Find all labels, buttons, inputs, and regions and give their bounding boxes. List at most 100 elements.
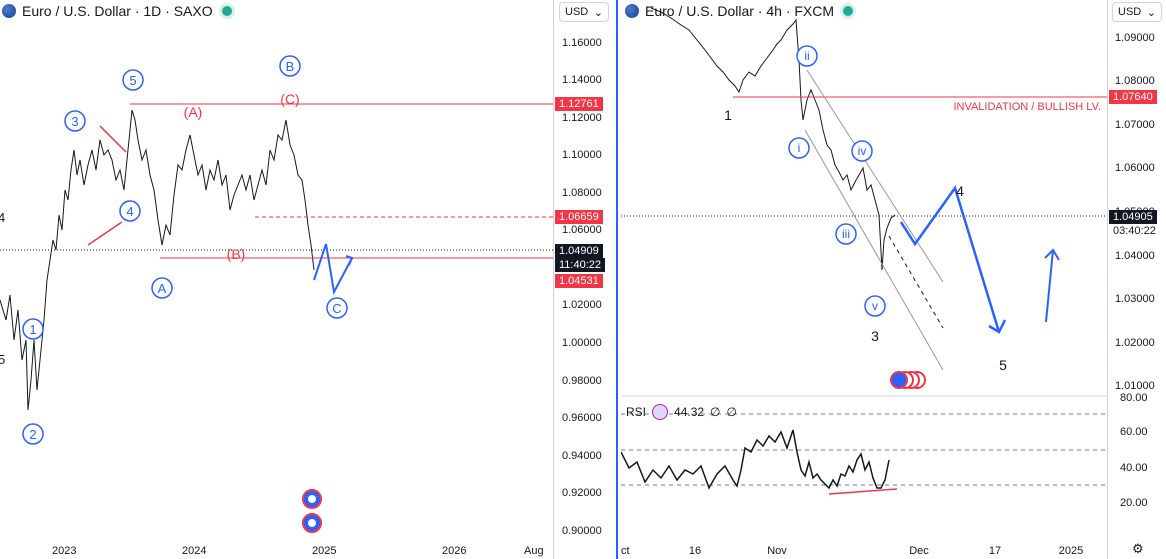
market-status-icon <box>218 3 235 19</box>
left-price-tag: 1.04531 <box>555 274 603 288</box>
wave-5-label: 5 <box>122 69 144 91</box>
right-y-tick: 1.01000 <box>1115 380 1155 392</box>
left-price-series <box>0 109 315 411</box>
svg-text:B: B <box>286 59 295 74</box>
right-y-tick: 1.02000 <box>1115 337 1155 349</box>
right-countdown-tag: 03:40:22 <box>1109 224 1160 238</box>
left-last-price-tag: 1.04909 <box>555 244 603 258</box>
rsi-extra-2: ∅ <box>726 405 737 419</box>
invalidation-label: INVALIDATION / BULLISH LV. <box>953 101 1101 113</box>
left-chart-header: Euro / U.S. Dollar · 1D · SAXO <box>2 2 235 20</box>
event-icon[interactable] <box>302 489 322 509</box>
left-chart-canvas[interactable]: 1 2 3 4 5 A B C (A) ( <box>0 0 553 559</box>
svg-text:2: 2 <box>29 427 36 442</box>
wave-v-label: v <box>864 295 886 317</box>
left-y-tick: 0.94000 <box>562 450 602 462</box>
chevron-down-icon: ⌄ <box>593 6 603 19</box>
wave-red-B-label: (B) <box>227 246 246 262</box>
left-countdown-tag: 11:40:22 <box>555 258 606 272</box>
wave-red-A-label: (A) <box>184 104 203 120</box>
rsi-y-tick: 60.00 <box>1120 426 1148 438</box>
right-chart-canvas[interactable]: INVALIDATION / BULLISH LV. 1 3 4 5 i ii … <box>621 0 1107 559</box>
rsi-y-tick: 80.00 <box>1120 392 1148 404</box>
wave-C-label: C <box>326 297 348 319</box>
left-x-tick: 2023 <box>52 545 77 557</box>
right-chart-title: Euro / U.S. Dollar · 4h · FXCM <box>645 3 835 19</box>
left-currency-select[interactable]: USD ⌄ <box>559 2 609 22</box>
left-x-tick: 2026 <box>442 545 467 557</box>
right-y-tick: 1.04000 <box>1115 250 1155 262</box>
svg-text:iii: iii <box>842 227 850 241</box>
wave-3-label: 3 <box>871 328 879 344</box>
right-price-series <box>650 7 896 271</box>
eurusd-flag-icon <box>625 4 639 18</box>
right-x-tick: 2025 <box>1059 545 1083 557</box>
wave-1-label: 1 <box>22 318 44 340</box>
right-currency-select[interactable]: USD ⌄ <box>1112 2 1162 22</box>
svg-text:3: 3 <box>71 114 78 129</box>
rsi-extra-1: ∅ <box>710 405 721 419</box>
svg-text:5: 5 <box>129 73 136 88</box>
settings-gear-icon[interactable]: ⚙ <box>1132 541 1144 556</box>
right-y-tick: 1.07000 <box>1115 119 1155 131</box>
left-y-tick: 1.02000 <box>562 299 602 311</box>
right-y-tick: 1.06000 <box>1115 162 1155 174</box>
left-price-scale[interactable]: USD ⌄ 1.16000 1.14000 1.12000 1.10000 1.… <box>553 0 617 559</box>
svg-text:1: 1 <box>29 322 36 337</box>
right-x-tick: ct <box>621 545 630 557</box>
rsi-y-tick: 20.00 <box>1120 497 1148 509</box>
right-x-tick: 16 <box>689 545 701 557</box>
wave-iii-label: iii <box>835 223 857 245</box>
right-x-tick: Dec <box>909 545 929 557</box>
rsi-legend[interactable]: RSI 44.32 ∅ ∅ <box>626 404 737 420</box>
left-y-tick: 1.16000 <box>562 37 602 49</box>
right-price-tag: 1.07640 <box>1109 90 1157 104</box>
svg-text:A: A <box>158 281 167 296</box>
left-y-tick: 1.12000 <box>562 112 602 124</box>
right-chart-header: Euro / U.S. Dollar · 4h · FXCM <box>625 2 857 20</box>
wave-red-C-label: (C) <box>280 91 299 107</box>
wave-ii-label: ii <box>796 45 818 67</box>
left-y-tick: 0.92000 <box>562 487 602 499</box>
edge-wave-5-label: 5 <box>0 352 5 367</box>
rsi-name: RSI <box>626 405 647 419</box>
svg-text:i: i <box>798 141 801 155</box>
wave-B-label: B <box>279 55 301 77</box>
left-y-tick: 1.08000 <box>562 187 602 199</box>
event-icon[interactable] <box>302 513 322 533</box>
right-price-scale[interactable]: USD ⌄ 1.09000 1.08000 1.07000 1.06000 1.… <box>1107 0 1166 559</box>
left-y-tick: 0.98000 <box>562 375 602 387</box>
left-y-tick: 1.00000 <box>562 337 602 349</box>
wave-4-label: 4 <box>956 183 964 199</box>
svg-text:iv: iv <box>858 144 867 158</box>
edge-wave-4-label: 4 <box>0 210 5 225</box>
wave-1-label: 1 <box>724 107 732 123</box>
wave-5-label: 5 <box>999 357 1007 373</box>
left-x-tick: 2025 <box>312 545 337 557</box>
pane-divider[interactable] <box>616 0 621 559</box>
rsi-series <box>621 429 890 490</box>
indicator-settings-icon[interactable] <box>652 404 669 420</box>
right-x-tick: Nov <box>767 545 787 557</box>
market-status-icon <box>840 3 857 19</box>
wave-4-label: 4 <box>119 200 141 222</box>
left-y-tick: 0.90000 <box>562 525 602 537</box>
wave-iv-label: iv <box>851 140 873 162</box>
left-y-tick: 1.06000 <box>562 224 602 236</box>
right-chart-pane[interactable]: Euro / U.S. Dollar · 4h · FXCM INVALIDAT… <box>621 0 1107 559</box>
left-y-tick: 1.14000 <box>562 74 602 86</box>
left-chart-pane[interactable]: Euro / U.S. Dollar · 1D · SAXO 1 2 3 <box>0 0 553 559</box>
right-y-tick: 1.09000 <box>1115 32 1155 44</box>
svg-text:ii: ii <box>804 49 809 63</box>
left-x-tick: 2024 <box>182 545 207 557</box>
right-x-tick: 17 <box>989 545 1001 557</box>
svg-text:4: 4 <box>126 204 133 219</box>
event-icon[interactable] <box>890 371 926 389</box>
right-currency-label: USD <box>1118 6 1142 18</box>
left-currency-label: USD <box>565 6 589 18</box>
eurusd-flag-icon <box>2 4 16 18</box>
left-price-tag: 1.06659 <box>555 210 603 224</box>
rsi-y-tick: 40.00 <box>1120 462 1148 474</box>
left-x-tick: Aug <box>524 545 544 557</box>
svg-text:C: C <box>332 301 341 316</box>
